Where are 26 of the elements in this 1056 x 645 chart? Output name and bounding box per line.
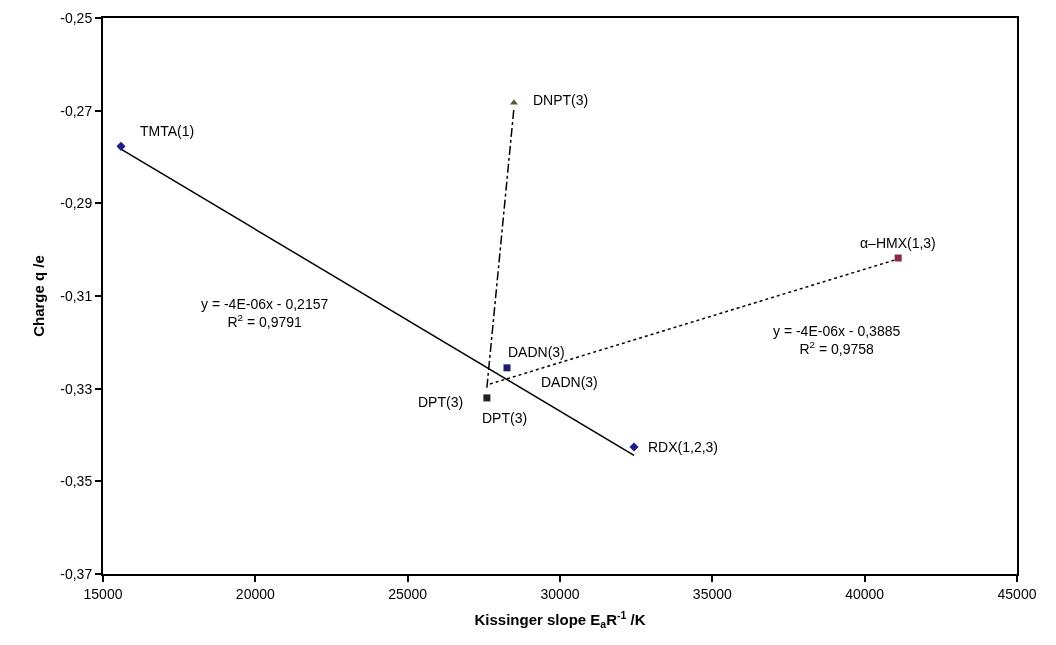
annotation: RDX(1,2,3)	[648, 439, 719, 455]
x-tick-label: 25000	[388, 585, 428, 602]
annotation: DPT(3)	[418, 394, 464, 410]
annotation: α–HMX(1,3)	[860, 235, 936, 251]
y-tick-label: -0,25	[60, 9, 93, 26]
x-tick-label: 15000	[83, 585, 123, 602]
y-axis-title: Charge q /e	[30, 255, 48, 337]
x-tick-label: 35000	[692, 585, 733, 602]
annotation: DPT(3)	[482, 410, 528, 426]
x-tick-label: 45000	[997, 585, 1037, 602]
x-tick-label: 40000	[845, 585, 885, 602]
x-tick-label: 20000	[235, 585, 276, 602]
annotation: y = -4E-06x - 0,2157 R$^{2}$ = 0,9791	[201, 296, 329, 331]
annotation: DADN(3)	[508, 344, 565, 360]
x-tick-label: 30000	[540, 585, 580, 602]
y-tick-label: -0,35	[60, 473, 93, 490]
y-tick-label: -0,27	[60, 102, 93, 119]
y-tick-label: -0,29	[60, 195, 93, 212]
annotation: DNPT(3)	[533, 92, 589, 108]
x-axis-title: Kissinger slope E$_{a}$R$^{-1}$ /K	[474, 609, 646, 631]
y-tick-label: -0,33	[60, 380, 93, 397]
y-tick-label: -0,31	[60, 287, 93, 304]
annotation: DADN(3)	[541, 374, 598, 390]
annotation: TMTA(1)	[140, 123, 195, 139]
y-tick-label: -0,37	[60, 565, 93, 582]
annotation: y = -4E-06x - 0,3885 R$^{2}$ = 0,9758	[773, 323, 901, 358]
